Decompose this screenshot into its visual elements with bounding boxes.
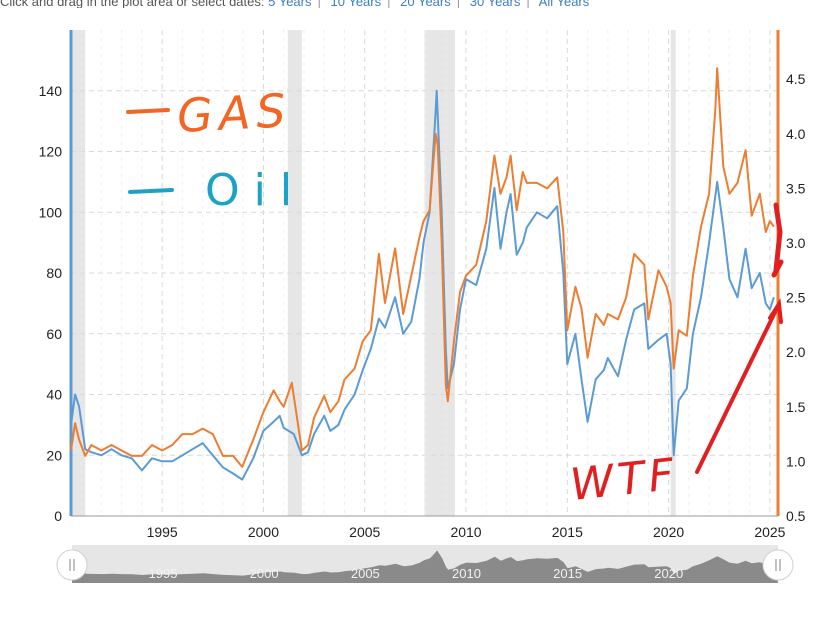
wtf-arrow-line	[695, 304, 780, 474]
x-tick-label: 2005	[349, 524, 380, 540]
range-instruction: Click and drag in the plot area or selec…	[0, 0, 265, 8]
gas-annotation: GAS	[176, 83, 293, 143]
x-tick-label: 1995	[147, 524, 178, 540]
navigator-tick-label: 2020	[654, 566, 683, 581]
x-tick-label: 2025	[754, 524, 785, 540]
tick-labels: 0 20 40 60 80 100 120 140 0.5 1.0 1.5 2.0 2.5 3.0 3.5 4…	[39, 71, 806, 540]
oil-price-line	[70, 89, 775, 481]
separator: |	[317, 0, 321, 8]
left-tick-label: 80	[46, 265, 62, 281]
right-tick-label: 2.5	[786, 290, 806, 306]
right-tick-label: 3.5	[786, 180, 806, 196]
range-navigator[interactable]: 1995 2000 2005 2010 2015 2020	[56, 545, 794, 583]
navigator-tick-label: 1995	[149, 566, 178, 581]
separator: |	[526, 0, 530, 8]
separator: |	[387, 0, 391, 8]
recession-band	[670, 30, 676, 516]
right-tick-label: 3.0	[786, 235, 806, 251]
oil-annotation: Oil	[205, 165, 306, 216]
handwritten-annotations: GAS Oil WTF	[126, 83, 784, 511]
date-range-bar: Click and drag in the plot area or selec…	[0, 0, 827, 8]
left-tick-label: 40	[46, 387, 62, 403]
right-tick-label: 4.5	[786, 71, 806, 87]
left-tick-label: 120	[39, 144, 63, 160]
gas-price-line	[70, 67, 775, 468]
wtf-scribble	[771, 202, 784, 278]
navigator-tick-labels: 1995 2000 2005 2010 2015 2020	[149, 566, 684, 581]
wtf-arrow-head	[768, 298, 783, 324]
gas-legend-dash	[126, 108, 170, 114]
right-tick-label: 2.0	[786, 344, 806, 360]
left-tick-label: 100	[39, 204, 63, 220]
series-lines	[70, 67, 775, 481]
right-tick-label: 4.0	[786, 126, 806, 142]
x-tick-label: 2020	[653, 524, 684, 540]
navigator-tick-label: 2005	[351, 566, 380, 581]
left-tick-label: 0	[54, 508, 62, 524]
navigator-right-handle[interactable]	[762, 549, 794, 581]
range-link-10y[interactable]: 10 Years	[330, 0, 382, 8]
right-tick-label: 1.5	[786, 399, 806, 415]
right-tick-label: 0.5	[786, 508, 806, 524]
navigator-tick-label: 2000	[250, 566, 279, 581]
x-tick-label: 2010	[450, 524, 481, 540]
x-tick-label: 2015	[552, 524, 583, 540]
oil-legend-dash	[128, 188, 174, 194]
navigator-area	[72, 550, 778, 583]
navigator-left-handle[interactable]	[56, 549, 88, 581]
left-tick-label: 140	[39, 83, 63, 99]
axes	[69, 30, 780, 517]
right-tick-label: 1.0	[786, 453, 806, 469]
wtf-annotation: WTF	[568, 449, 680, 511]
x-tick-label: 2000	[248, 524, 279, 540]
navigator-tick-label: 2015	[553, 566, 582, 581]
range-link-5y[interactable]: 5 Years	[268, 0, 312, 8]
left-tick-label: 20	[46, 447, 62, 463]
range-link-20y[interactable]: 20 Years	[400, 0, 451, 8]
left-tick-label: 60	[46, 326, 62, 342]
range-link-30y[interactable]: 30 Years	[469, 0, 521, 8]
separator: |	[456, 0, 461, 8]
navigator-tick-label: 2010	[452, 566, 481, 581]
range-link-all[interactable]: All Years	[538, 0, 590, 8]
